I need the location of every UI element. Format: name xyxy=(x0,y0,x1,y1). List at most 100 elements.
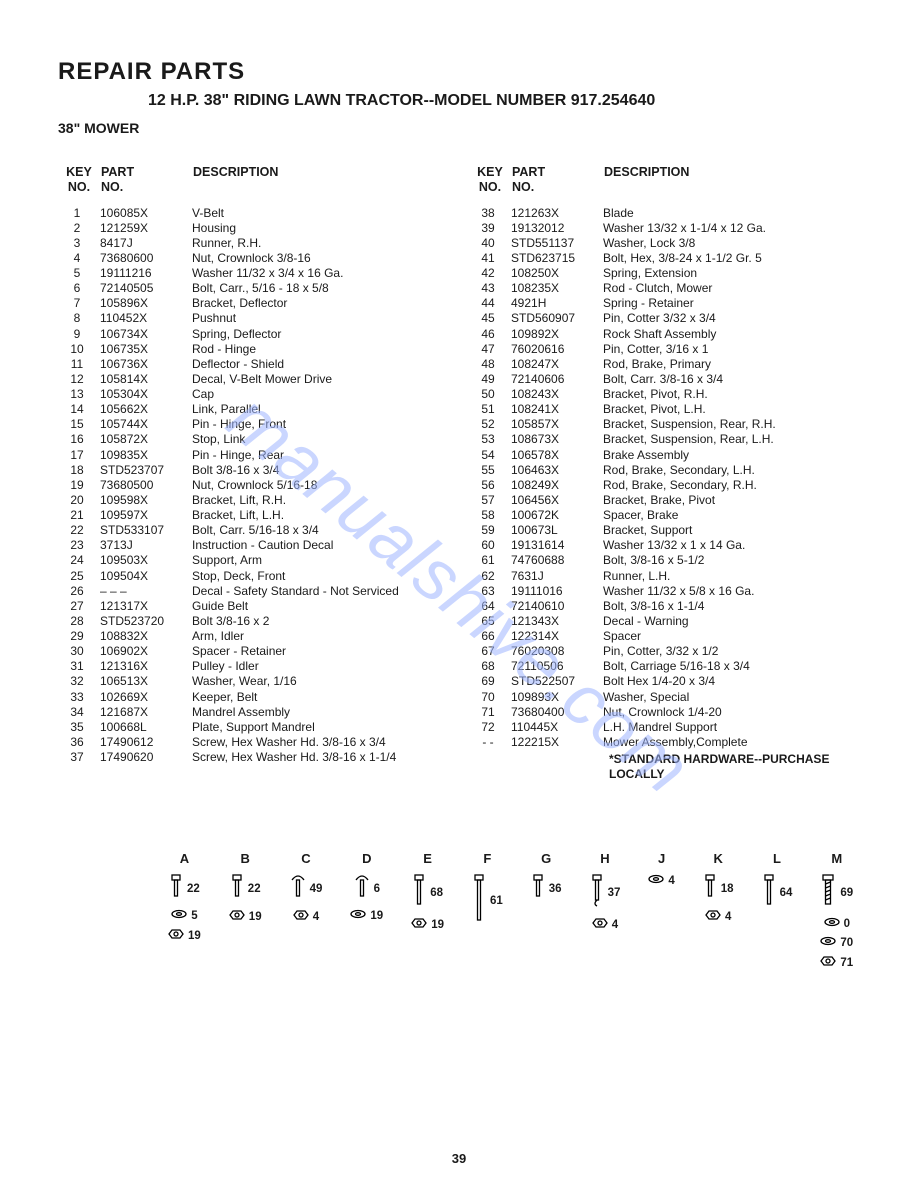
key-no: 9 xyxy=(58,327,100,342)
part-no: 109503X xyxy=(100,553,192,568)
key-no: 58 xyxy=(469,508,511,523)
part-row: 48108247XRod, Brake, Primary xyxy=(469,357,868,372)
hardware-ref: 4 xyxy=(725,911,731,923)
hardware-item: 4 xyxy=(705,909,731,924)
parts-table-right: KEYNO. PARTNO. DESCRIPTION 38121263XBlad… xyxy=(469,164,868,750)
part-no: 109597X xyxy=(100,508,192,523)
part-no: 76020616 xyxy=(511,342,603,357)
part-no: 3713J xyxy=(100,538,192,553)
description: Nut, Crownlock 3/8-16 xyxy=(192,251,457,266)
key-no: 32 xyxy=(58,674,100,689)
hardware-letter: A xyxy=(180,851,189,866)
description: Bracket, Suspension, Rear, L.H. xyxy=(603,432,868,447)
description: Washer 13/32 x 1 x 14 Ga. xyxy=(603,538,868,553)
description: Bolt, 3/8-16 x 1-1/4 xyxy=(603,599,868,614)
hardware-column: C494 xyxy=(290,851,323,970)
hardware-icon xyxy=(293,909,309,924)
key-no: 66 xyxy=(469,629,511,644)
part-row: 13105304XCap xyxy=(58,387,457,402)
part-row: 627631JRunner, L.H. xyxy=(469,569,868,584)
hardware-ref: 68 xyxy=(430,887,443,899)
part-row: 66122314XSpacer xyxy=(469,629,868,644)
hardware-ref: 64 xyxy=(780,887,793,899)
key-no: 16 xyxy=(58,432,100,447)
part-no: 106736X xyxy=(100,357,192,372)
description: Rod, Brake, Primary xyxy=(603,357,868,372)
part-no: 8417J xyxy=(100,236,192,251)
description: Bolt, Carriage 5/16-18 x 3/4 xyxy=(603,659,868,674)
part-no: 105744X xyxy=(100,417,192,432)
hardware-icon xyxy=(168,928,184,943)
key-no: 14 xyxy=(58,402,100,417)
part-no: STD560907 xyxy=(511,311,603,326)
key-no: 63 xyxy=(469,584,511,599)
part-row: 57106456XBracket, Brake, Pivot xyxy=(469,493,868,508)
key-no: - - xyxy=(469,735,511,750)
part-row: 4972140606Bolt, Carr. 3/8-16 x 3/4 xyxy=(469,372,868,387)
section-heading: 38" MOWER xyxy=(58,120,868,136)
part-row: 1973680500Nut, Crownlock 5/16-18 xyxy=(58,478,457,493)
part-row: 59100673LBracket, Support xyxy=(469,523,868,538)
key-no: 64 xyxy=(469,599,511,614)
key-no: 60 xyxy=(469,538,511,553)
key-no: 37 xyxy=(58,750,100,765)
description: Decal, V-Belt Mower Drive xyxy=(192,372,457,387)
key-no: 44 xyxy=(469,296,511,311)
key-no: 38 xyxy=(469,206,511,221)
part-row: 6472140610Bolt, 3/8-16 x 1-1/4 xyxy=(469,599,868,614)
key-no: 39 xyxy=(469,221,511,236)
key-no: 31 xyxy=(58,659,100,674)
part-row: 18STD523707Bolt 3/8-16 x 3/4 xyxy=(58,463,457,478)
hardware-icon xyxy=(820,874,836,911)
part-no: 121316X xyxy=(100,659,192,674)
description: Bracket, Lift, R.H. xyxy=(192,493,457,508)
hardware-ref: 18 xyxy=(721,883,734,895)
key-no: 61 xyxy=(469,553,511,568)
part-row: 50108243XBracket, Pivot, R.H. xyxy=(469,387,868,402)
part-row: 7105896XBracket, Deflector xyxy=(58,296,457,311)
part-no: STD522507 xyxy=(511,674,603,689)
description: Blade xyxy=(603,206,868,221)
key-no: 35 xyxy=(58,720,100,735)
part-no: 73680500 xyxy=(100,478,192,493)
part-no: 121317X xyxy=(100,599,192,614)
part-row: 233713JInstruction - Caution Decal xyxy=(58,538,457,553)
description: Washer, Special xyxy=(603,690,868,705)
part-row: 40STD551137Washer, Lock 3/8 xyxy=(469,236,868,251)
part-no: 72140606 xyxy=(511,372,603,387)
description: Washer 11/32 x 5/8 x 16 Ga. xyxy=(603,584,868,599)
description: Bolt Hex 1/4-20 x 3/4 xyxy=(603,674,868,689)
part-no: 105872X xyxy=(100,432,192,447)
description: Stop, Link xyxy=(192,432,457,447)
hardware-item: 4 xyxy=(592,917,618,932)
key-no: 1 xyxy=(58,206,100,221)
hardware-column: F61 xyxy=(472,851,503,970)
hardware-ref: 4 xyxy=(313,911,319,923)
hardware-icon xyxy=(820,936,836,949)
key-no: 55 xyxy=(469,463,511,478)
key-no: 29 xyxy=(58,629,100,644)
hardware-ref: 19 xyxy=(249,911,262,923)
part-row: 473680600Nut, Crownlock 3/8-16 xyxy=(58,251,457,266)
description: Spacer xyxy=(603,629,868,644)
footnote: *STANDARD HARDWARE--PURCHASE LOCALLY xyxy=(469,752,868,781)
part-row: 56108249XRod, Brake, Secondary, R.H. xyxy=(469,478,868,493)
hardware-letter: H xyxy=(600,851,609,866)
description: Guide Belt xyxy=(192,599,457,614)
description: Bolt, Carr. 5/16-18 x 3/4 xyxy=(192,523,457,538)
header-key: KEYNO. xyxy=(469,164,511,206)
hardware-column: J4 xyxy=(648,851,674,970)
part-no: STD523720 xyxy=(100,614,192,629)
key-no: 28 xyxy=(58,614,100,629)
hardware-ref: 19 xyxy=(431,919,444,931)
part-no: 105814X xyxy=(100,372,192,387)
part-no: 100668L xyxy=(100,720,192,735)
hardware-icon xyxy=(762,874,776,911)
part-no: 102669X xyxy=(100,690,192,705)
part-no: 106513X xyxy=(100,674,192,689)
part-row: 3919132012Washer 13/32 x 1-1/4 x 12 Ga. xyxy=(469,221,868,236)
hardware-ref: 61 xyxy=(490,895,503,907)
part-no: 122314X xyxy=(511,629,603,644)
key-no: 68 xyxy=(469,659,511,674)
part-row: - -122215XMower Assembly,Complete xyxy=(469,735,868,750)
